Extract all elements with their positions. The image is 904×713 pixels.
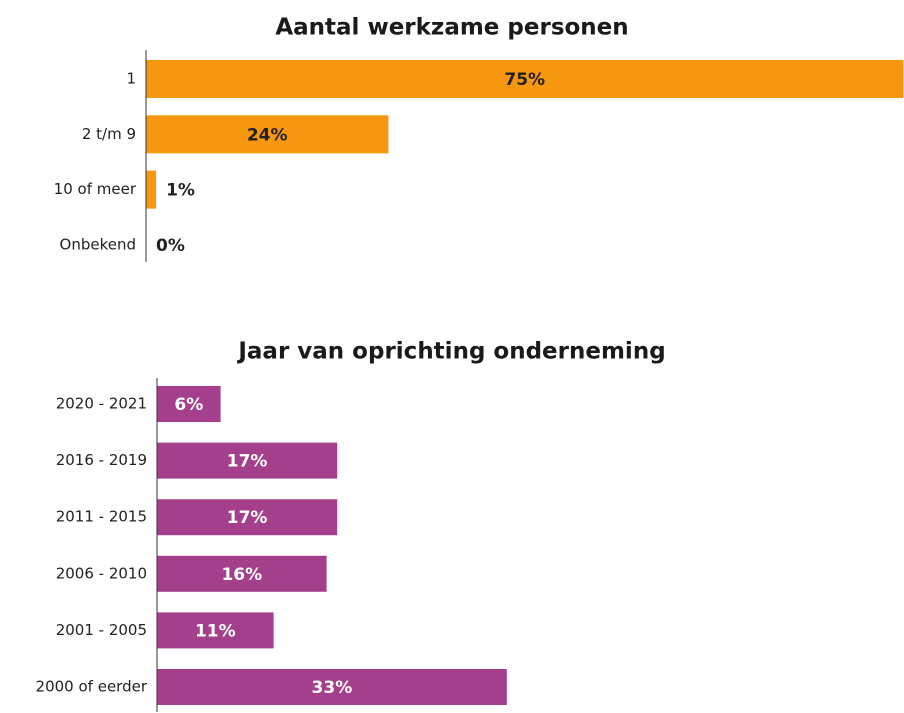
chart-title: Aantal werkzame personen — [275, 15, 628, 41]
category-label: 2016 - 2019 — [56, 451, 147, 469]
bar — [157, 499, 338, 536]
value-label: 11% — [195, 621, 236, 641]
category-label: Onbekend — [60, 235, 136, 253]
chart-title: Jaar van oprichting onderneming — [236, 339, 665, 365]
bar — [157, 555, 327, 592]
category-label: 2001 - 2005 — [56, 621, 147, 639]
bar — [146, 60, 904, 98]
value-label: 0% — [156, 236, 185, 256]
value-label: 17% — [227, 508, 268, 528]
value-label: 17% — [227, 452, 268, 472]
category-label: 1 — [126, 70, 136, 88]
bar — [157, 669, 507, 705]
bar — [146, 170, 157, 209]
value-label: 1% — [166, 181, 195, 201]
category-label: 2011 - 2015 — [56, 508, 147, 526]
value-label: 6% — [174, 395, 203, 415]
value-label: 75% — [504, 70, 545, 90]
category-label: 2000 of eerder — [36, 678, 148, 696]
bar — [157, 612, 274, 649]
category-label: 2006 - 2010 — [56, 564, 147, 582]
value-label: 16% — [221, 565, 262, 585]
category-label: 2020 - 2021 — [56, 395, 147, 413]
category-label: 2 t/m 9 — [82, 125, 136, 143]
value-label: 24% — [247, 125, 288, 145]
bar — [157, 386, 221, 422]
category-label: 10 of meer — [54, 180, 137, 198]
value-label: 33% — [312, 678, 353, 698]
bar — [157, 442, 338, 479]
bar — [146, 115, 389, 154]
